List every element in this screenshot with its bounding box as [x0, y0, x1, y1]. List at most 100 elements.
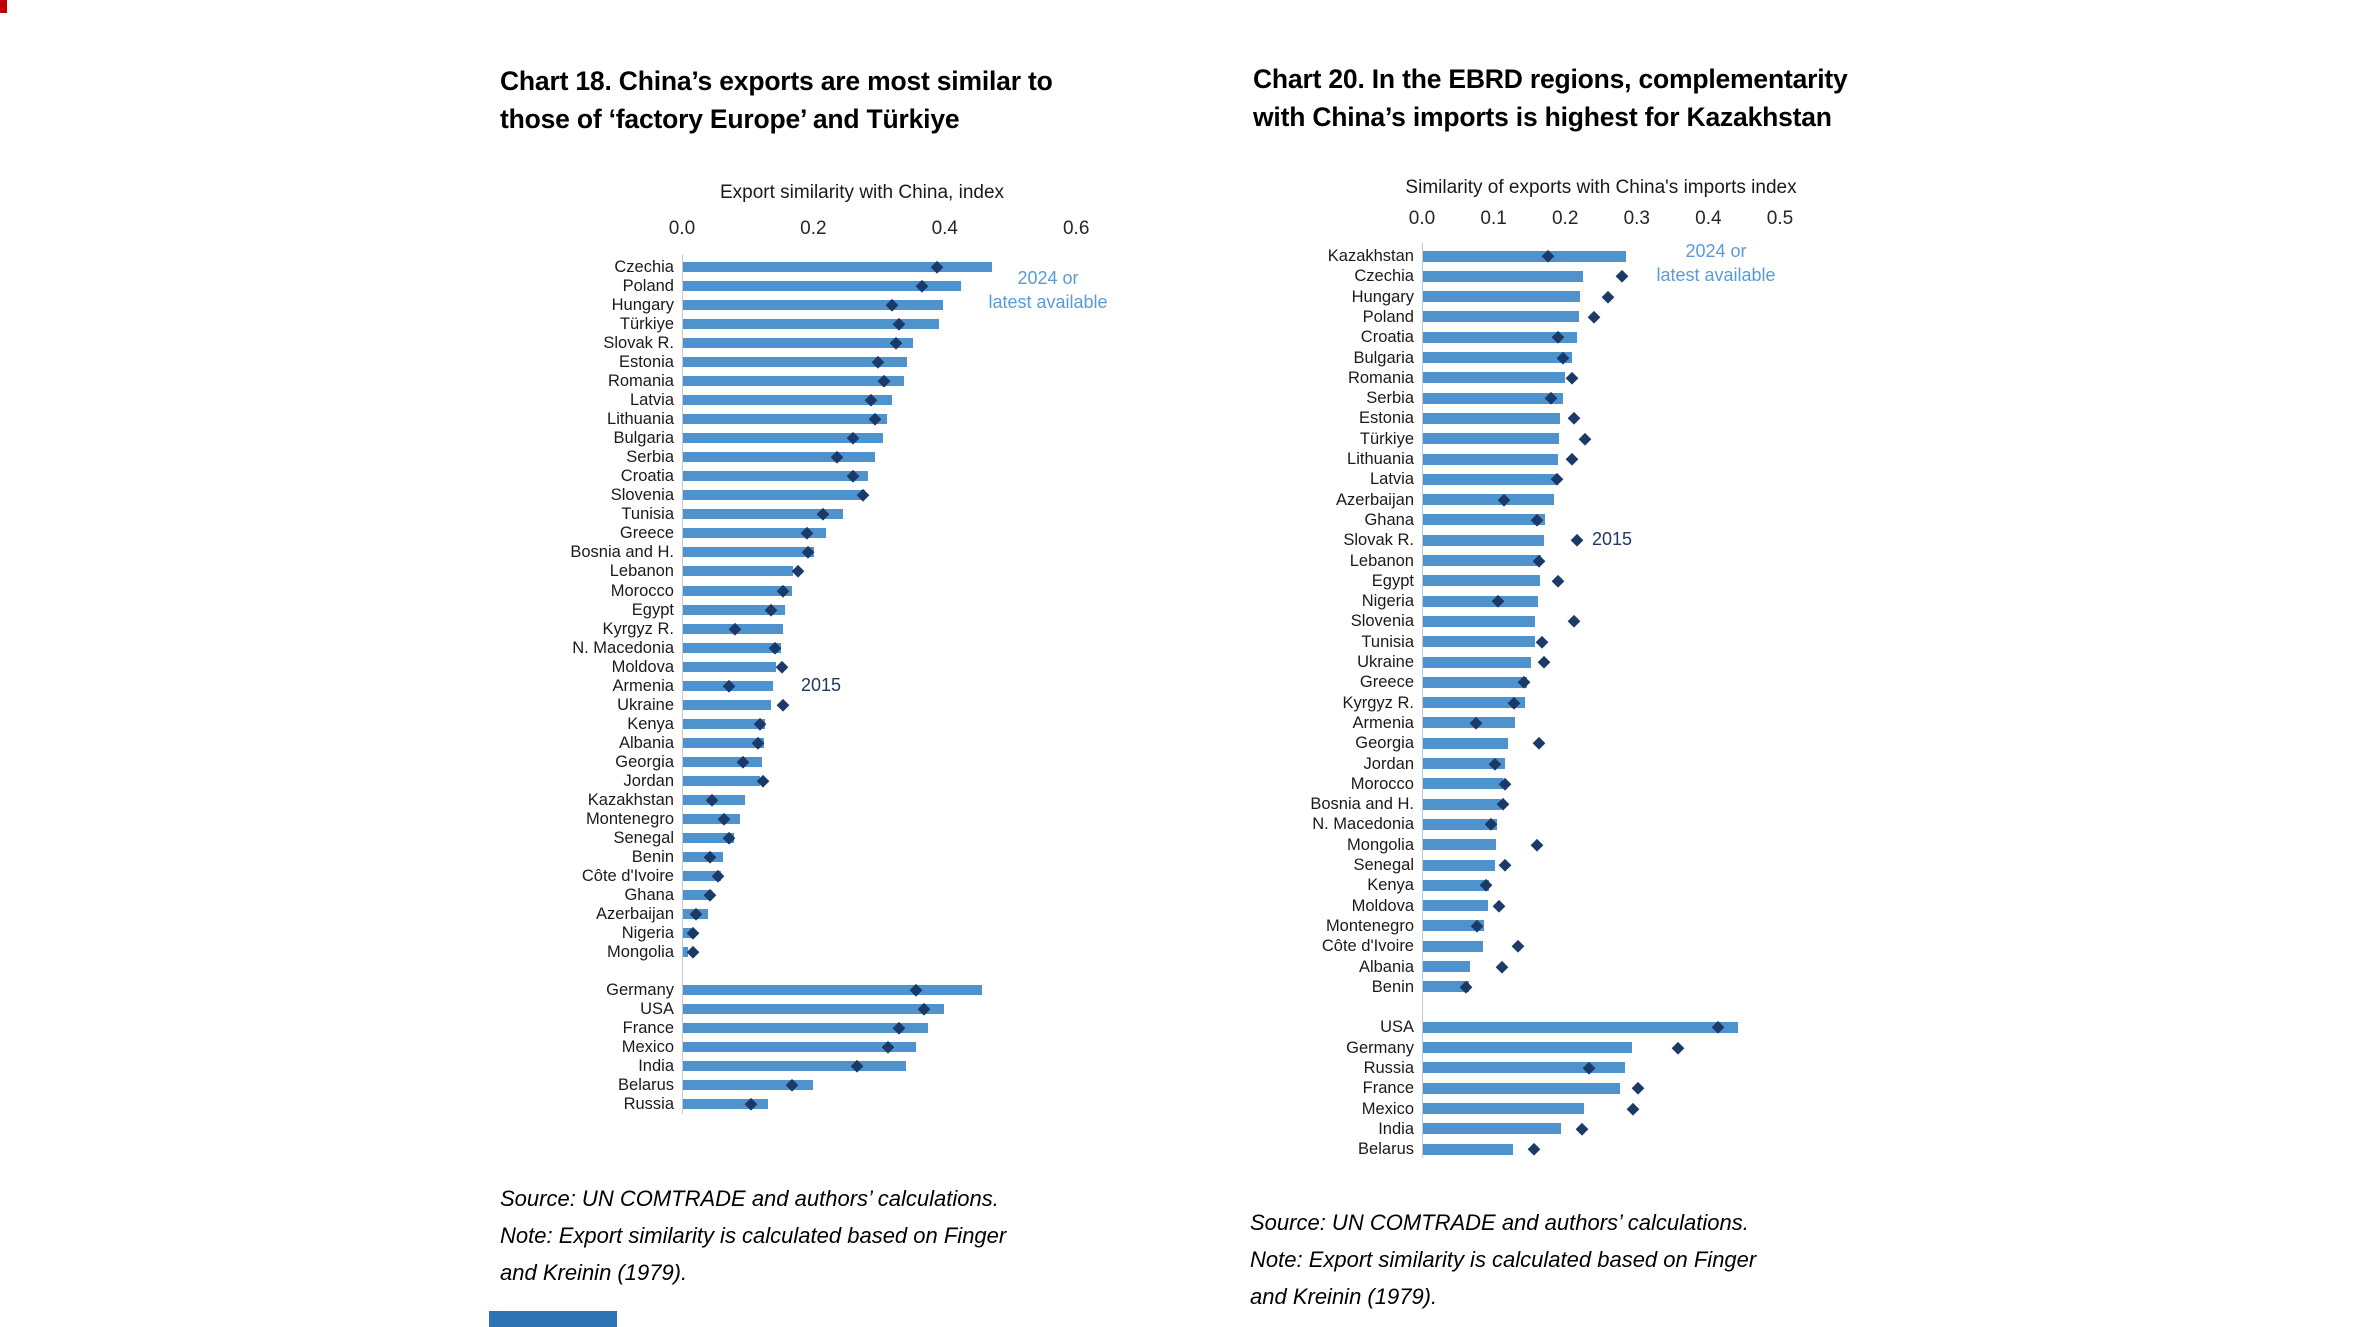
- category-label: Lebanon: [609, 562, 674, 581]
- category-label: Czechia: [614, 258, 674, 276]
- category-label: Slovenia: [1350, 612, 1414, 631]
- bar-latest: [1423, 615, 1536, 627]
- category-label: Tunisia: [621, 505, 674, 524]
- category-label: Estonia: [1358, 409, 1414, 428]
- chart20-note-line2: Note: Export similarity is calculated ba…: [1250, 1247, 1757, 1272]
- marker-2015: [1602, 290, 1615, 303]
- category-label: N. Macedonia: [1312, 815, 1414, 834]
- category-label: Latvia: [629, 391, 674, 410]
- category-label: Serbia: [626, 448, 674, 467]
- category-label: Russia: [1363, 1058, 1414, 1077]
- bar-latest: [1423, 433, 1560, 445]
- x-tick-label: 0.1: [1480, 208, 1507, 229]
- bar-latest: [1423, 758, 1505, 769]
- bar-latest: [683, 1079, 814, 1090]
- category-label: Lebanon: [1349, 551, 1414, 570]
- bar-latest: [1423, 697, 1525, 709]
- bar-latest: [683, 1041, 917, 1052]
- category-label: Mexico: [621, 1037, 674, 1056]
- bar-latest: [683, 452, 875, 463]
- category-label: Greece: [619, 524, 674, 543]
- category-label: Mongolia: [607, 943, 674, 962]
- bar-latest: [1423, 879, 1489, 891]
- category-label: India: [638, 1056, 674, 1075]
- category-label: Jordan: [623, 771, 674, 790]
- bar-latest: [1423, 595, 1538, 607]
- bar-latest: [683, 984, 982, 995]
- bar-latest: [1423, 1062, 1625, 1074]
- category-label: Poland: [622, 277, 674, 296]
- bar-latest: [683, 1003, 944, 1014]
- category-label: Lithuania: [607, 410, 674, 429]
- chart20-source-note: Source: UN COMTRADE and authors’ calcula…: [1250, 1204, 1950, 1315]
- category-label: Türkiye: [619, 315, 674, 334]
- category-label: Egypt: [1371, 571, 1414, 590]
- bar-latest: [683, 947, 688, 958]
- category-label: Serbia: [1366, 389, 1414, 408]
- bar-latest: [1423, 1103, 1585, 1114]
- bar-latest: [1423, 940, 1484, 952]
- bar-latest: [683, 566, 794, 577]
- marker-2015: [1627, 1102, 1640, 1115]
- category-label: Georgia: [615, 752, 674, 771]
- bar-latest: [683, 737, 764, 748]
- x-tick-label: 0.5: [1766, 208, 1794, 229]
- page-edge-artifact-bottom: [489, 1311, 617, 1327]
- bar-latest: [1423, 818, 1497, 830]
- chart18-legend-latest-line2: latest available: [988, 292, 1108, 312]
- bar-latest: [1423, 514, 1545, 526]
- category-label: Hungary: [1351, 287, 1414, 306]
- category-label: Kyrgyz R.: [602, 619, 674, 638]
- bar-latest: [1423, 981, 1469, 993]
- x-tick-label: 0.0: [668, 218, 696, 239]
- category-label: Morocco: [610, 581, 674, 600]
- bar-latest: [683, 832, 734, 843]
- category-label: Moldova: [1351, 896, 1414, 915]
- chart18-source-note: Source: UN COMTRADE and authors’ calcula…: [500, 1180, 1200, 1291]
- marker-2015: [1565, 371, 1578, 384]
- category-label: Ghana: [624, 885, 674, 904]
- category-label: Morocco: [1350, 774, 1414, 793]
- category-label: Benin: [631, 847, 674, 866]
- category-label: Slovenia: [610, 486, 674, 505]
- category-label: Benin: [1371, 977, 1414, 996]
- bar-latest: [1423, 737, 1509, 749]
- bar-latest: [1423, 839, 1497, 851]
- marker-2015: [1498, 858, 1512, 872]
- marker-2015: [1616, 270, 1629, 283]
- category-label: Jordan: [1363, 754, 1414, 773]
- bar-latest: [683, 775, 760, 786]
- chart18-legend-latest-line1: 2024 or: [1017, 268, 1079, 288]
- chart18-title: Chart 18. China’s exports are most simil…: [500, 62, 1180, 138]
- marker-2015: [1567, 412, 1580, 425]
- marker-2015: [1587, 310, 1600, 323]
- bar-latest: [1423, 311, 1580, 323]
- marker-2015: [1528, 1143, 1541, 1156]
- bar-latest: [1423, 250, 1626, 262]
- category-label: Senegal: [1353, 856, 1414, 874]
- category-label: Russia: [623, 1094, 674, 1113]
- category-label: Kenya: [627, 714, 674, 733]
- category-label: Mongolia: [1347, 835, 1414, 854]
- marker-2015: [1496, 960, 1509, 973]
- category-label: Belarus: [1358, 1140, 1414, 1159]
- y-axis-line: [1422, 243, 1423, 1158]
- bar-latest: [1423, 534, 1544, 546]
- category-label: Armenia: [1352, 713, 1414, 732]
- marker-2015: [1578, 432, 1591, 445]
- category-label: India: [1378, 1119, 1414, 1138]
- x-tick-label: 0.2: [1551, 208, 1579, 229]
- bar-latest: [1423, 778, 1504, 790]
- bar-latest: [1423, 859, 1496, 871]
- category-label: Montenegro: [585, 809, 674, 828]
- bar-latest: [683, 357, 908, 368]
- category-label: USA: [1380, 1018, 1414, 1037]
- x-tick-label: 0.3: [1623, 208, 1651, 229]
- bar-latest: [1423, 717, 1516, 729]
- bar-latest: [683, 870, 722, 881]
- category-label: Georgia: [1355, 734, 1414, 753]
- category-label: Tunisia: [1361, 632, 1414, 651]
- x-tick-label: 0.0: [1408, 208, 1436, 229]
- category-label: Slovak R.: [1343, 531, 1414, 550]
